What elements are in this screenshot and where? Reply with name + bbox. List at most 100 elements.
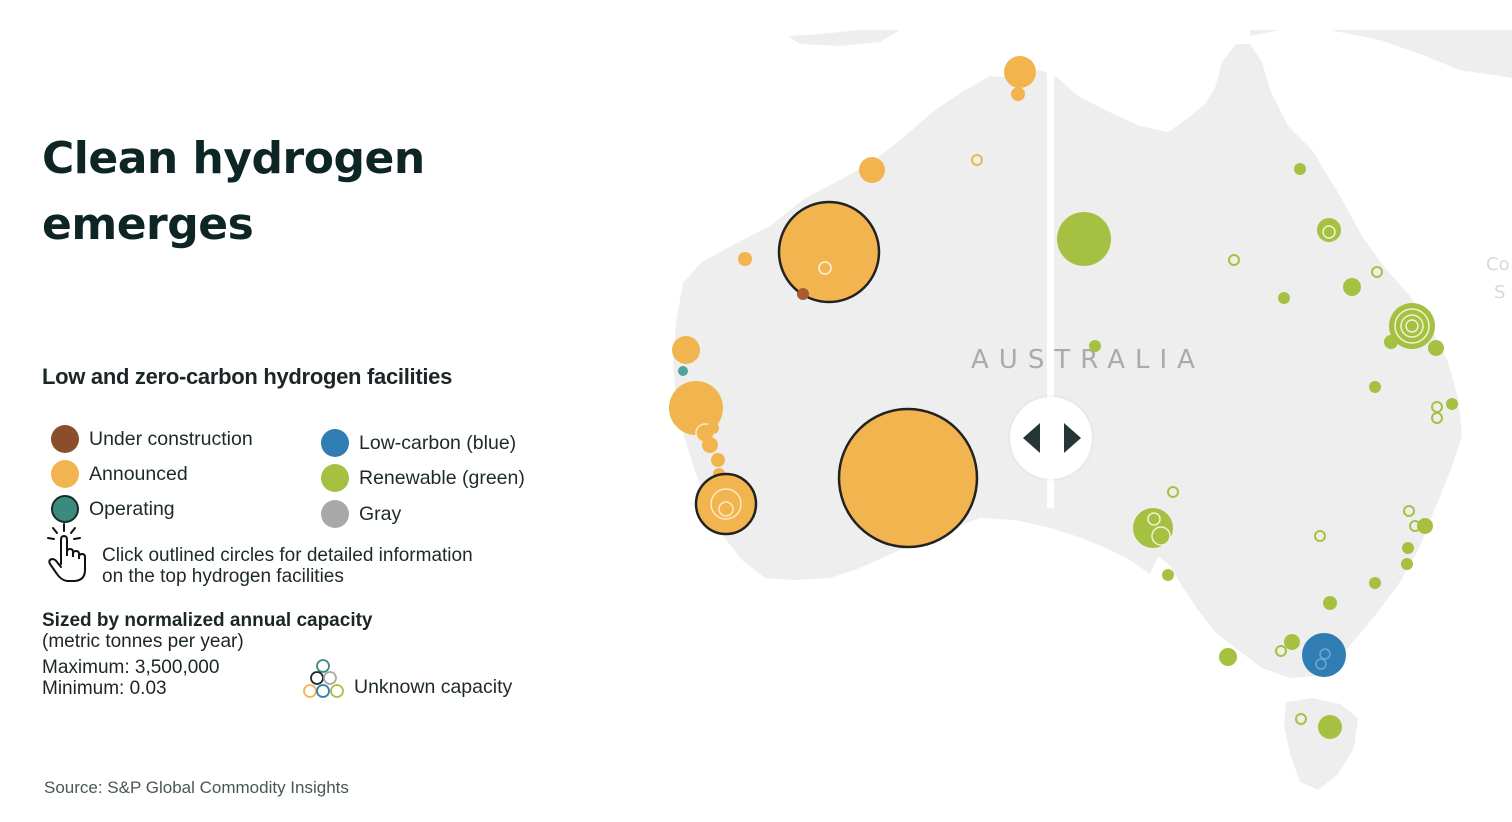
facility-marker[interactable] — [702, 437, 718, 453]
size-min: Minimum: 0.03 — [42, 678, 167, 699]
facility-marker[interactable] — [718, 501, 734, 517]
facility-marker[interactable] — [1319, 648, 1331, 660]
facility-marker-outlined[interactable] — [837, 407, 979, 549]
facility-marker[interactable] — [1228, 254, 1240, 266]
legend-announced: Announced — [51, 460, 188, 488]
size-max: Maximum: 3,500,000 — [42, 657, 220, 678]
facility-marker[interactable] — [1400, 314, 1424, 338]
facility-marker-outlined[interactable] — [694, 472, 758, 536]
facility-marker[interactable] — [1384, 335, 1398, 349]
unknown-capacity-icon — [303, 659, 344, 698]
facility-marker[interactable] — [1428, 340, 1444, 356]
unknown-capacity-label: Unknown capacity — [354, 676, 513, 698]
facility-marker[interactable] — [1431, 412, 1443, 424]
page-title: Clean hydrogen emerges — [42, 133, 425, 250]
facility-marker[interactable] — [1409, 520, 1421, 532]
hint-line-1: Click outlined circles for detailed info… — [102, 545, 473, 566]
facility-marker[interactable] — [1294, 163, 1306, 175]
facility-marker[interactable] — [1318, 715, 1342, 739]
edge-label-1: Co — [1486, 254, 1510, 275]
source-note: Source: S&P Global Commodity Insights — [44, 778, 349, 797]
low-carbon-dot — [321, 429, 349, 457]
pacific-island-landmass — [1440, 48, 1475, 72]
comparison-slider-handle[interactable] — [1010, 397, 1092, 479]
australia-map: AUSTRALIA Co S — [669, 30, 1512, 790]
facility-marker[interactable] — [971, 154, 983, 166]
facility-marker[interactable] — [1394, 308, 1430, 344]
facility-marker[interactable] — [818, 261, 832, 275]
facility-marker[interactable] — [1011, 87, 1025, 101]
facility-marker[interactable] — [1314, 530, 1326, 542]
low-carbon-facility[interactable] — [1302, 633, 1346, 677]
facility-marker[interactable] — [738, 252, 752, 266]
click-hint: Click outlined circles for detailed info… — [46, 522, 562, 587]
size-title: Sized by normalized annual capacity — [42, 610, 373, 631]
facility-marker[interactable] — [1446, 398, 1458, 410]
operating-dot — [51, 495, 79, 523]
edge-label-2: S — [1494, 282, 1505, 303]
new-guinea-landmass — [1250, 30, 1512, 78]
facility-marker[interactable] — [1219, 648, 1237, 666]
facility-marker-outlined[interactable] — [777, 200, 881, 304]
hint-text: Click outlined circles for detailed info… — [102, 545, 562, 587]
facility-marker[interactable] — [711, 453, 725, 467]
facility-marker[interactable] — [1322, 225, 1336, 239]
facility-marker[interactable] — [1417, 518, 1433, 534]
renewable-facilities — [1057, 163, 1458, 739]
hint-line-2: on the top hydrogen facilities — [102, 566, 344, 587]
facility-marker[interactable] — [1401, 558, 1413, 570]
facility-marker[interactable] — [1343, 278, 1361, 296]
facility-marker[interactable] — [1315, 658, 1327, 670]
announced-dot — [51, 460, 79, 488]
facility-marker[interactable] — [707, 422, 719, 434]
facility-marker[interactable] — [1162, 569, 1174, 581]
size-unit: (metric tonnes per year) — [42, 631, 244, 652]
facility-marker[interactable] — [1295, 713, 1307, 725]
facility-marker[interactable] — [1403, 505, 1415, 517]
under-construction-dot — [51, 425, 79, 453]
unknown-capacity-legend: Unknown capacity — [302, 658, 512, 700]
legend-low-carbon: Low-carbon (blue) — [321, 429, 516, 457]
legend-label: Under construction — [89, 427, 253, 450]
tasmania-landmass — [1284, 698, 1358, 790]
legend-operating: Operating — [51, 495, 175, 523]
legend-gray: Gray — [321, 500, 401, 528]
legend-label: Gray — [359, 502, 402, 525]
facility-marker[interactable] — [1057, 212, 1111, 266]
legend-heading: Low and zero-carbon hydrogen facilities — [42, 364, 453, 389]
renewable-dot — [321, 464, 349, 492]
hand-pointer-icon — [47, 523, 86, 582]
under-construction-facility[interactable] — [797, 288, 809, 300]
legend-label: Operating — [89, 497, 175, 520]
facility-marker[interactable] — [1323, 596, 1337, 610]
facility-marker[interactable] — [1317, 218, 1341, 242]
facility-marker[interactable] — [1369, 381, 1381, 393]
facility-marker[interactable] — [1089, 340, 1101, 352]
left-right-arrows-icon — [1023, 423, 1081, 453]
legend-renewable: Renewable (green) — [321, 464, 525, 492]
legend-label: Renewable (green) — [359, 466, 525, 489]
facility-marker[interactable] — [1278, 292, 1290, 304]
facility-marker[interactable] — [1405, 319, 1419, 333]
facility-marker[interactable] — [672, 336, 700, 364]
legend-under-construction: Under construction — [51, 425, 253, 453]
facility-marker[interactable] — [669, 381, 723, 435]
facility-marker[interactable] — [710, 488, 742, 520]
indonesia-landmass — [788, 30, 900, 46]
legend-label: Announced — [89, 462, 188, 485]
operating-facility[interactable] — [678, 366, 688, 376]
legend-label: Low-carbon (blue) — [359, 431, 517, 454]
facility-marker[interactable] — [1147, 512, 1161, 526]
facility-marker[interactable] — [1369, 577, 1381, 589]
facility-marker[interactable] — [1371, 266, 1383, 278]
facility-marker[interactable] — [1275, 645, 1287, 657]
facility-marker[interactable] — [1402, 542, 1414, 554]
announced-facilities — [669, 56, 1036, 549]
facility-marker[interactable] — [1167, 486, 1179, 498]
facility-marker[interactable] — [1284, 634, 1300, 650]
comparison-divider[interactable] — [1047, 72, 1054, 508]
facility-marker[interactable] — [1004, 56, 1036, 88]
country-label: AUSTRALIA — [971, 345, 1205, 375]
facility-marker[interactable] — [859, 157, 885, 183]
facility-marker[interactable] — [1151, 526, 1171, 546]
